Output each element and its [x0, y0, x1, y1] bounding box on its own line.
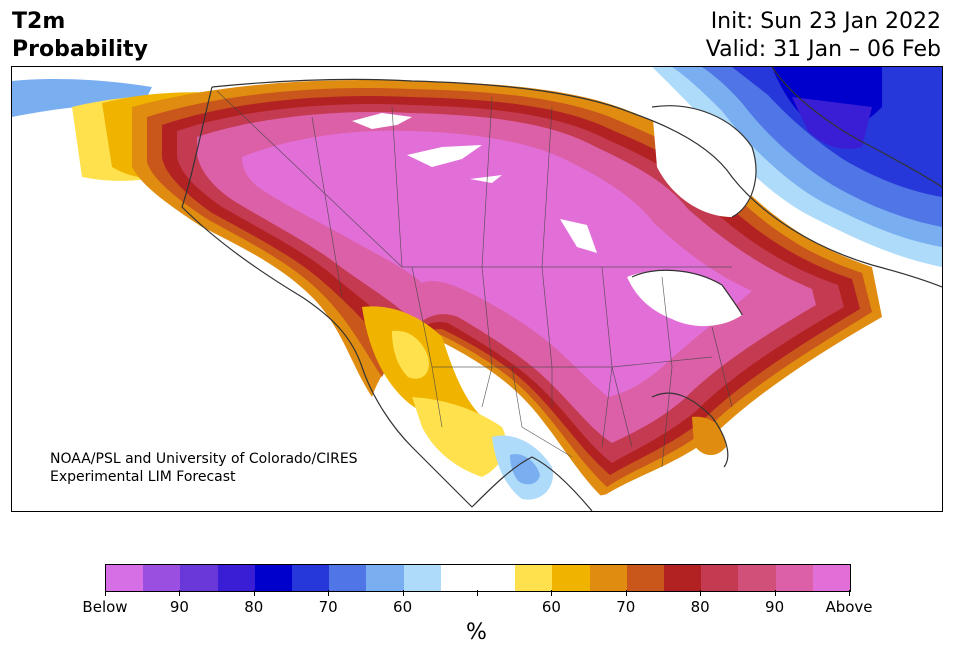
colorbar-tick: [774, 590, 776, 596]
credit-line-2: Experimental LIM Forecast: [50, 469, 236, 485]
map-canvas: [12, 67, 942, 511]
colorbar-unit: %: [466, 620, 487, 645]
map-title: T2m Probability: [12, 8, 148, 64]
forecast-dates: Init: Sun 23 Jan 2022 Valid: 31 Jan – 06…: [706, 8, 941, 64]
colorbar-tick-label: 70: [318, 598, 338, 616]
colorbar-tick: [328, 590, 330, 596]
state-province-borders: [216, 90, 733, 468]
colorbar: [105, 564, 851, 592]
colorbar-tick-label: Above: [825, 598, 873, 616]
colorbar-segment: [664, 565, 702, 591]
coastline-outlines: [181, 67, 942, 511]
colorbar-segment: [701, 565, 739, 591]
colorbar-tick-label: 70: [616, 598, 636, 616]
title-variable: T2m: [12, 9, 66, 34]
colorbar-segment: [254, 565, 293, 591]
colorbar-segment: [366, 565, 404, 591]
shading-white-greatlakes: [627, 270, 742, 327]
colorbar-segment: [440, 565, 479, 591]
colorbar-tick: [477, 590, 478, 596]
colorbar-segment: [292, 565, 330, 591]
colorbar-segment: [775, 565, 813, 591]
colorbar-segment: [403, 565, 441, 591]
shading-mexico-yellow: [412, 397, 506, 477]
shading-warm-magenta: [242, 130, 752, 397]
valid-range: Valid: 31 Jan – 06 Feb: [705, 37, 941, 62]
colorbar-tick: [700, 590, 702, 596]
colorbar-tick-label: 60: [393, 598, 413, 616]
colorbar-tick-label: 60: [541, 598, 561, 616]
colorbar-segment: [626, 565, 665, 591]
colorbar-segment: [217, 565, 255, 591]
colorbar-segment: [180, 565, 218, 591]
shading-sw-yellow: [392, 330, 429, 379]
colorbar-tick: [402, 590, 404, 596]
colorbar-segment: [812, 565, 851, 591]
colorbar-tick-label: 90: [765, 598, 785, 616]
colorbar-segment: [106, 565, 144, 591]
credit-line-1: NOAA/PSL and University of Colorado/CIRE…: [50, 451, 358, 467]
shading-white-patch-1: [352, 113, 412, 129]
shading-mexico-midblue: [510, 454, 540, 485]
colorbar-segment: [738, 565, 776, 591]
colorbar-tick-label: 90: [169, 598, 189, 616]
colorbar-tick: [625, 590, 627, 596]
credit-text: NOAA/PSL and University of Colorado/CIRE…: [50, 450, 358, 486]
shading-white-patch-4: [560, 219, 597, 253]
colorbar-tick-label: 80: [244, 598, 264, 616]
colorbar-tick: [179, 590, 181, 596]
colorbar-tick-label: Below: [82, 598, 128, 616]
shading-ocean-white-pacific: [12, 217, 412, 511]
colorbar-segment: [589, 565, 627, 591]
shading-florida-orange: [692, 416, 726, 456]
shading-white-patch-3: [470, 175, 502, 183]
colorbar-tick: [253, 590, 255, 596]
colorbar-tick: [849, 590, 850, 596]
colorbar-segment: [552, 565, 590, 591]
title-product: Probability: [12, 37, 148, 62]
shading-nw-blue: [12, 79, 152, 117]
colorbar-tick-label: 80: [690, 598, 710, 616]
colorbar-segment: [478, 565, 516, 591]
colorbar-segment: [515, 565, 553, 591]
colorbar-segment: [329, 565, 367, 591]
init-date: Init: Sun 23 Jan 2022: [710, 9, 941, 34]
shading-hudsonbay-white: [652, 105, 756, 217]
colorbar-tick: [105, 590, 106, 596]
shading-ocean-white-south: [572, 367, 942, 511]
colorbar-segment: [143, 565, 181, 591]
probability-map: NOAA/PSL and University of Colorado/CIRE…: [11, 66, 943, 512]
shading-white-patch-2: [407, 145, 482, 167]
colorbar-tick: [551, 590, 553, 596]
